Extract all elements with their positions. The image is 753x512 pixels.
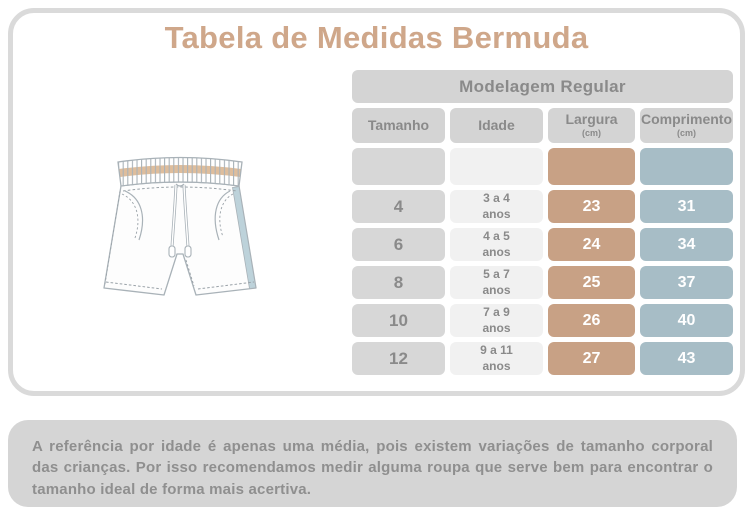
- cell-comprimento: 43: [640, 342, 733, 375]
- page-title: Tabela de Medidas Bermuda: [164, 20, 589, 55]
- cell-idade: 9 a 11 anos: [450, 342, 543, 375]
- cell-comprimento: 31: [640, 190, 733, 223]
- cell-idade: 5 a 7 anos: [450, 266, 543, 299]
- column-unit: (cm): [581, 128, 601, 139]
- cell-tamanho: 6: [352, 228, 445, 261]
- size-reference-note: A referência por idade é apenas uma médi…: [8, 420, 737, 507]
- bermuda-shorts-illustration: [90, 138, 270, 318]
- cell-tamanho: 10: [352, 304, 445, 337]
- cell-largura: 25: [548, 266, 635, 299]
- column-label: Tamanho: [367, 117, 430, 134]
- cell-largura: 27: [548, 342, 635, 375]
- column-header-tamanho: Tamanho: [352, 108, 445, 143]
- cell-comprimento: 40: [640, 304, 733, 337]
- cell-idade: 3 a 4 anos: [450, 190, 543, 223]
- cell-tamanho: 4: [352, 190, 445, 223]
- column-label: Comprimento: [641, 111, 732, 128]
- right-pocket: [214, 190, 231, 241]
- size-table: Modelagem Regular Tamanho Idade Largura …: [352, 70, 733, 375]
- cell-idade: 4 a 5 anos: [450, 228, 543, 261]
- column-header-idade: Idade: [450, 108, 543, 143]
- cell-largura: 23: [548, 190, 635, 223]
- cell-idade: 7 a 9 anos: [450, 304, 543, 337]
- side-stripe: [232, 186, 257, 290]
- spacer-cell-largura: [548, 148, 635, 185]
- cell-comprimento: 34: [640, 228, 733, 261]
- cell-largura: 24: [548, 228, 635, 261]
- cell-tamanho: 12: [352, 342, 445, 375]
- cell-largura: 26: [548, 304, 635, 337]
- column-unit: (cm): [676, 128, 696, 139]
- column-header-largura: Largura (cm): [548, 108, 635, 143]
- column-label: Idade: [478, 117, 515, 134]
- shorts-body: [103, 181, 257, 296]
- table-header-modelagem: Modelagem Regular: [352, 70, 733, 103]
- drawstring: [168, 183, 192, 258]
- left-pocket: [124, 190, 144, 241]
- column-label: Largura: [565, 111, 618, 128]
- spacer-cell-tamanho: [352, 148, 445, 185]
- spacer-cell-comprimento: [640, 148, 733, 185]
- cell-tamanho: 8: [352, 266, 445, 299]
- cell-comprimento: 37: [640, 266, 733, 299]
- bermuda-shorts-drawing: [103, 156, 257, 296]
- spacer-cell-idade: [450, 148, 543, 185]
- column-header-comprimento: Comprimento (cm): [640, 108, 733, 143]
